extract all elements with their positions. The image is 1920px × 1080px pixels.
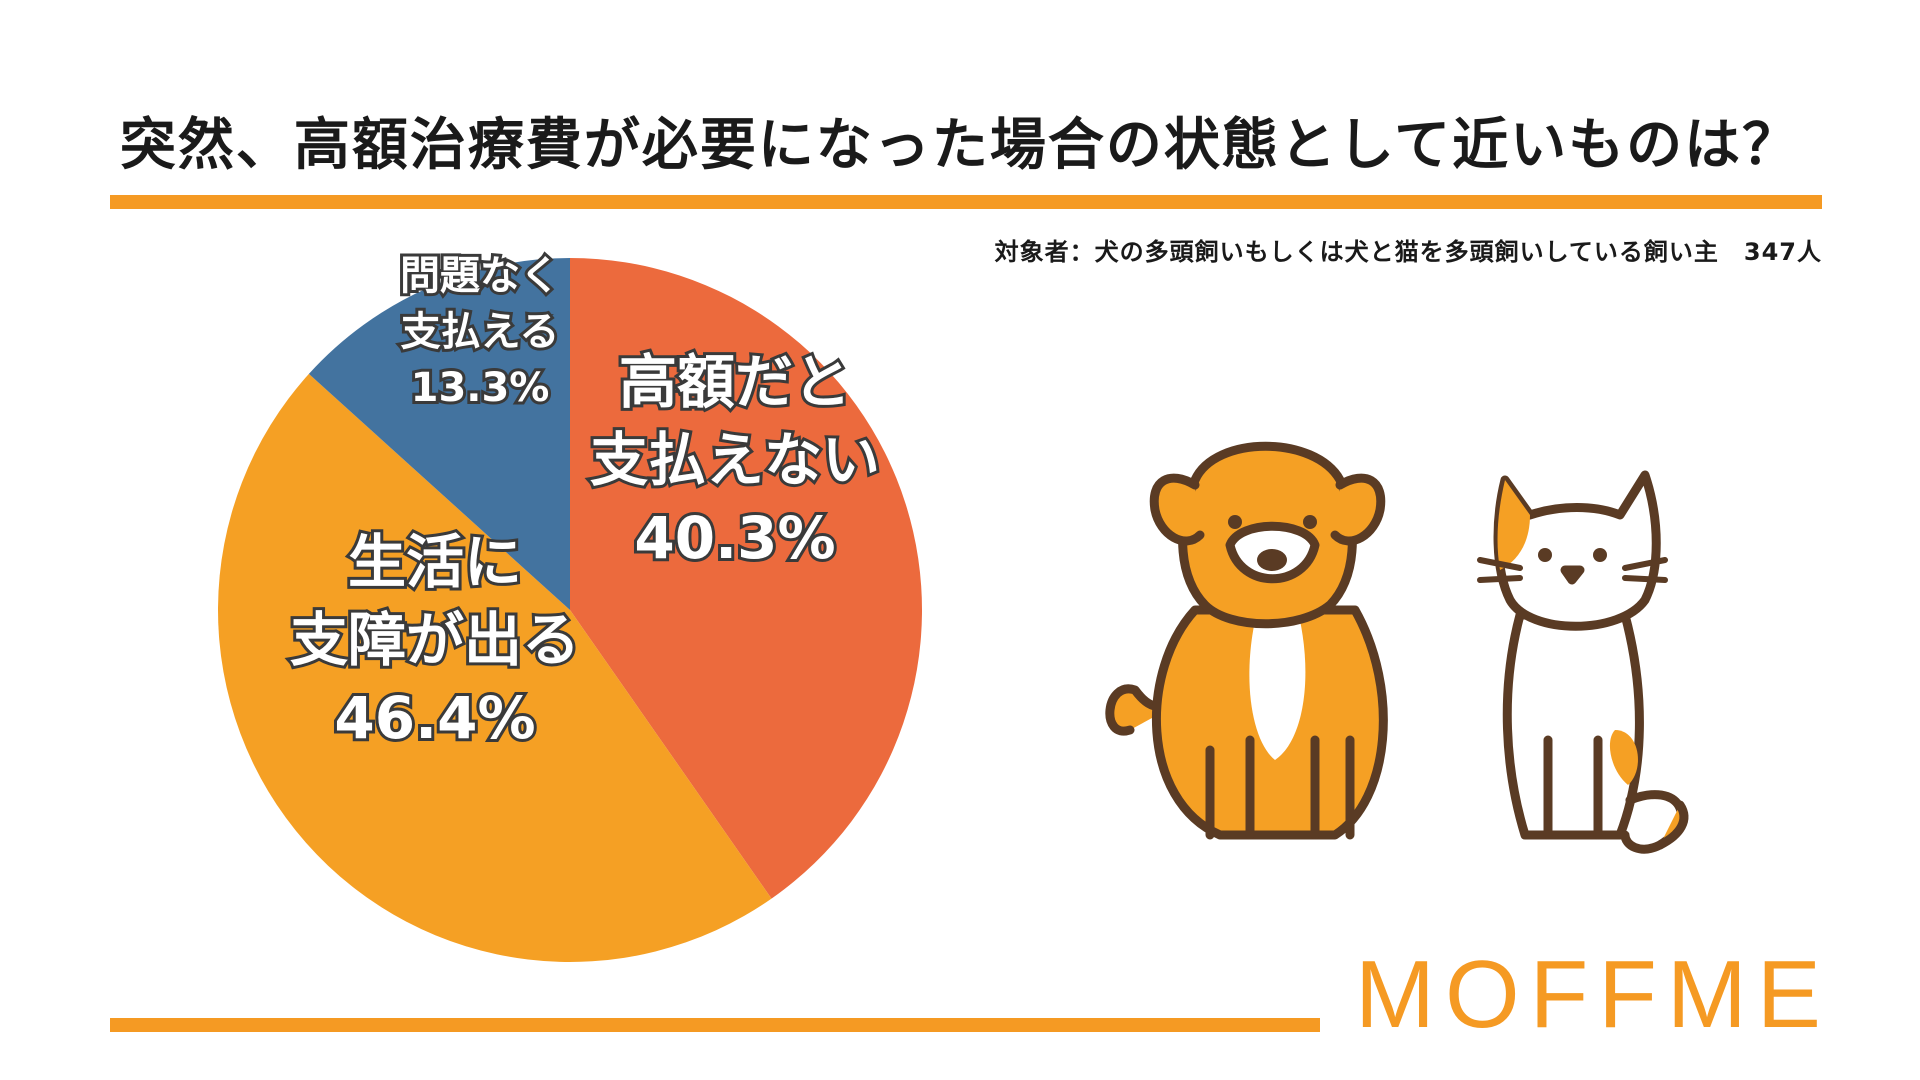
bottom-divider (110, 1018, 1320, 1032)
slice-label: 生活に支障が出る 46.4% (290, 528, 580, 752)
slice-value-label: 46.4% (334, 684, 535, 752)
pie-slice (308, 258, 570, 610)
slice-value-label: 13.3% (411, 365, 550, 411)
pets-illustration (1105, 441, 1689, 854)
chart-title: 突然、高額治療費が必要になった場合の状態として近いものは？ (119, 113, 1801, 178)
slice-category-label: 生活に (348, 528, 522, 596)
slice-category-label: 高額だと (619, 348, 851, 416)
slice-label: 問題なく支払える 13.3% (400, 253, 560, 411)
cat-icon (1477, 470, 1689, 854)
slice-category-label: 支払える (401, 309, 560, 355)
slice-value-label: 40.3% (634, 504, 835, 572)
pie-slice (217, 373, 772, 963)
slice-category-label: 支払えない (590, 426, 880, 494)
brand-logo: MOFFME (1355, 941, 1831, 1048)
pie-slice (570, 258, 923, 899)
dog-icon (1105, 441, 1388, 840)
slice-label: 高額だと支払えない 40.3% (590, 348, 880, 572)
slice-category-label: 支障が出る (290, 606, 580, 674)
slice-category-label: 問題なく (400, 253, 560, 299)
top-divider (110, 195, 1822, 209)
pie-chart: 高額だと支払えない 40.3% 生活に支障が出る 46.4% 問題なく支払える 13.3% (217, 250, 923, 963)
survey-subject-note: 対象者：犬の多頭飼いもしくは犬と猫を多頭飼いしている飼い主 347人 (994, 238, 1822, 266)
